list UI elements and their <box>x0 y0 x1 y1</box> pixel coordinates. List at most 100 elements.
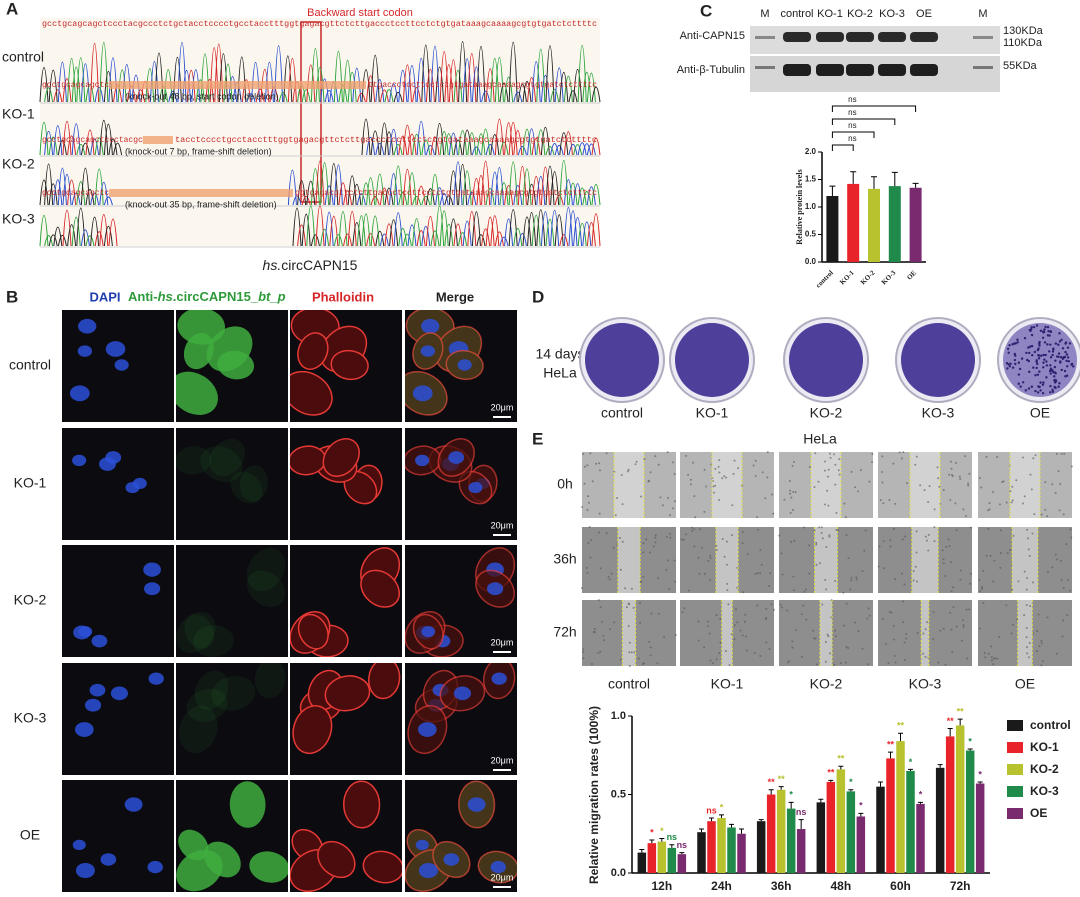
cell-dot <box>850 470 853 473</box>
mw-label: 55KDa <box>1003 60 1038 72</box>
cytoplasm <box>203 841 241 878</box>
cell-dot <box>834 580 837 583</box>
cell-dot <box>1031 581 1034 584</box>
cell-dot <box>628 641 631 644</box>
cell-dot <box>1069 528 1072 531</box>
colony <box>1036 391 1040 394</box>
trace-peak <box>508 121 518 156</box>
trace-peak <box>462 170 472 206</box>
cell-dot <box>805 618 808 621</box>
trace-peak <box>550 171 560 206</box>
cell-dot <box>709 557 712 560</box>
trace-peak <box>540 75 550 103</box>
cell-dot <box>962 508 965 511</box>
bar <box>909 187 922 262</box>
colony <box>1059 355 1063 359</box>
band <box>878 32 906 42</box>
cell-dot <box>900 457 903 460</box>
cell-dot <box>666 451 669 454</box>
cell-dot <box>672 461 675 464</box>
wound-gap <box>811 452 841 518</box>
cell-dot <box>1027 548 1030 551</box>
trace-peak <box>366 233 376 247</box>
cell-dot <box>1055 652 1058 655</box>
cell-dot <box>714 467 717 470</box>
wound-gap <box>921 600 929 666</box>
cell-dot <box>723 555 726 558</box>
cell-dot <box>1025 588 1028 591</box>
cell-dot <box>882 502 885 505</box>
nucleus <box>89 683 106 697</box>
cell-dot <box>866 617 869 620</box>
colony <box>1039 329 1043 333</box>
column-label: KO-3 <box>909 676 942 692</box>
trace-peak <box>513 91 523 103</box>
cell-dot <box>802 604 805 607</box>
cell-dot <box>1025 646 1028 649</box>
cytoplasm <box>176 611 216 654</box>
lane-label: KO-2 <box>847 8 873 20</box>
cell-dot <box>1068 589 1071 592</box>
trace-peak <box>517 232 527 247</box>
trace-peak <box>375 173 385 206</box>
deletion-note: (knock-out 48 bp, start codon deletion) <box>125 91 279 101</box>
cell-dot <box>770 603 773 606</box>
cell-dot <box>812 629 815 632</box>
colony <box>1042 353 1045 357</box>
trace-peak <box>412 133 422 156</box>
cell-dot <box>866 663 869 666</box>
cell-dot <box>942 562 945 565</box>
cell-dot <box>724 650 727 653</box>
cell-dot <box>903 641 906 644</box>
scale-label: 20μm <box>491 872 514 882</box>
cell-dot <box>665 568 668 571</box>
trace-peak <box>554 144 564 156</box>
colony <box>1033 350 1037 354</box>
colony <box>1030 344 1034 348</box>
colony <box>1051 390 1055 394</box>
cell-dot <box>630 651 633 654</box>
cell-dot <box>1036 630 1039 633</box>
cytoplasm <box>186 688 228 722</box>
trace-peak <box>430 136 440 156</box>
trace-peak <box>485 188 495 206</box>
cell-dot <box>962 625 965 628</box>
nucleus <box>420 345 436 357</box>
cell-dot <box>657 612 660 615</box>
colony <box>1054 359 1057 362</box>
cell-dot <box>736 621 739 624</box>
cell-dot <box>968 608 971 611</box>
cell-dot <box>803 526 806 529</box>
significance: ** <box>827 768 835 778</box>
colony <box>1047 330 1050 333</box>
wound-gap <box>1010 452 1040 518</box>
colony <box>1017 373 1021 376</box>
cell-dot <box>715 613 718 616</box>
cell-dot <box>939 629 942 632</box>
cell-dot <box>987 509 990 512</box>
cell-dot <box>826 475 829 478</box>
colony <box>1041 383 1045 387</box>
cell-dot <box>700 546 703 549</box>
cells <box>75 672 164 737</box>
antibody: Anti-β-Tubulin <box>677 64 745 76</box>
colony <box>1064 342 1067 345</box>
cell-dot <box>621 540 624 543</box>
colony <box>1036 373 1040 376</box>
cell-dot <box>587 495 590 498</box>
colony <box>1039 389 1042 392</box>
trace-peak <box>439 210 449 247</box>
colony <box>1017 382 1020 385</box>
cytoplasm <box>176 446 212 475</box>
cell-dot <box>818 526 821 529</box>
colony <box>1023 336 1027 340</box>
trace-peak <box>324 90 334 103</box>
cell-dot <box>916 631 919 634</box>
trace-peak <box>99 119 109 156</box>
cell-dot <box>982 569 985 572</box>
colony <box>1065 374 1069 377</box>
cell-dot <box>733 638 736 641</box>
y-tick-label: 0.0 <box>611 867 626 879</box>
trace-peak <box>416 185 426 206</box>
cell-dot <box>952 606 955 609</box>
